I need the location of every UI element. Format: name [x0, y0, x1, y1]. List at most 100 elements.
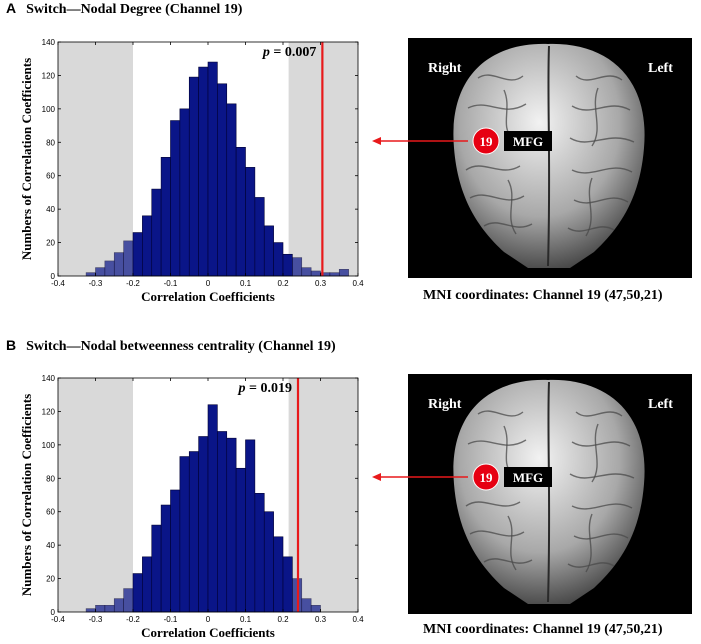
histogram-bar	[179, 456, 190, 613]
y-tick-label: 0	[51, 608, 56, 617]
histogram-bar	[254, 493, 265, 613]
histogram-bar	[226, 437, 237, 613]
y-tick-label: 60	[46, 172, 55, 181]
histogram-bar	[245, 167, 256, 277]
x-tick-label: 0.4	[352, 615, 364, 624]
region-label-bg-a	[504, 131, 552, 151]
x-tick-label: -0.2	[126, 615, 140, 624]
x-tick-label: 0.1	[240, 279, 252, 288]
histogram-bar	[310, 605, 321, 613]
panel-a-letter: A	[6, 0, 17, 16]
histogram-bar	[85, 272, 96, 277]
histogram-bar	[188, 451, 199, 613]
brain-gyrus	[569, 137, 635, 143]
histogram-bar	[170, 489, 181, 613]
histogram-bar	[235, 147, 246, 277]
right-label-a: Right	[428, 61, 462, 76]
brain-image-a: Right Left 19 MFG	[428, 43, 673, 269]
histogram-bar	[226, 103, 237, 277]
channel-number-b: 19	[480, 470, 494, 485]
histogram-bar	[95, 605, 106, 613]
histogram-bar	[282, 253, 293, 277]
brain-gyrus	[571, 167, 633, 174]
histogram-bar	[113, 252, 124, 277]
brain-rendering-a	[453, 43, 645, 269]
brain-panel-a: Right Left 19 MFG	[408, 38, 692, 278]
region-label-bg-b	[504, 467, 552, 487]
brain-gyrus	[467, 439, 527, 446]
histogram-bar	[263, 511, 274, 613]
brain-gyrus	[591, 87, 599, 147]
x-tick-label: -0.2	[126, 279, 140, 288]
x-tick-label: 0	[206, 615, 211, 624]
brain-gyrus	[469, 194, 525, 201]
brain-gyrus	[507, 515, 517, 571]
histogram-bar	[95, 267, 106, 277]
histogram-bar	[207, 61, 218, 277]
brain-gyrus	[507, 179, 517, 235]
y-tick-label: 140	[42, 374, 56, 383]
y-axis-label: Numbers of Correlation Coefficients	[19, 394, 34, 596]
p-symbol: p	[238, 381, 246, 396]
channel-marker-a	[472, 127, 500, 155]
p-value-text: = 0.007	[270, 45, 316, 60]
histogram-bar	[273, 536, 284, 613]
histogram-bar	[245, 439, 256, 613]
y-axis-label: Numbers of Correlation Coefficients	[19, 58, 34, 260]
channel-pointer-arrow-a	[372, 137, 468, 145]
p-symbol: p	[262, 45, 270, 60]
x-tick-label: -0.1	[164, 615, 178, 624]
y-tick-label: 80	[46, 474, 55, 483]
histogram-bar	[132, 573, 143, 613]
panel-b-letter: B	[6, 337, 17, 353]
y-tick-label: 40	[46, 205, 55, 214]
brain-gyrus	[567, 562, 615, 568]
histogram-bar	[142, 215, 153, 277]
histogram-bar	[292, 257, 303, 277]
x-tick-label: 0.1	[240, 615, 252, 624]
y-tick-label: 60	[46, 508, 55, 517]
histogram-nodal-betweenness: 0 20 40 60 80 100 120 140 -0.4 -0.3 -0.2 -0.1 0 0.1 0.…	[19, 374, 364, 640]
x-tick-label: 0.2	[277, 279, 289, 288]
histogram-bar	[273, 242, 284, 277]
histogram-bar	[151, 524, 162, 613]
x-tick-label: 0.2	[277, 615, 289, 624]
mni-caption-a: MNI coordinates: Channel 19 (47,50,21)	[423, 288, 663, 303]
y-tick-label: 20	[46, 239, 55, 248]
channel-marker-b	[472, 463, 500, 491]
brain-gyrus	[567, 226, 615, 232]
region-label-a: MFG	[513, 134, 543, 149]
brain-gyrus	[573, 533, 629, 540]
y-tick-label: 80	[46, 138, 55, 147]
histogram-bar	[338, 269, 349, 277]
histogram-bar	[235, 467, 246, 613]
brain-gyrus	[465, 165, 521, 171]
brain-panel-b: Right Left 19 MFG	[408, 374, 692, 614]
panel-a-title: Switch—Nodal Degree (Channel 19)	[26, 2, 243, 17]
histogram-bar	[217, 83, 228, 277]
y-tick-label: 120	[42, 71, 56, 80]
panel-a-heading: A Switch—Nodal Degree (Channel 19)	[6, 0, 242, 18]
x-axis-label: Correlation Coefficients	[141, 625, 275, 640]
brain-gyrus	[469, 530, 525, 537]
histogram-bar	[160, 504, 171, 613]
x-tick-label: -0.1	[164, 279, 178, 288]
brain-gyrus	[571, 503, 633, 510]
p-value-annotation: p = 0.019	[238, 381, 292, 396]
y-tick-label: 0	[51, 272, 56, 281]
histogram-bar	[104, 260, 115, 277]
histogram-bar	[310, 270, 321, 277]
histogram-bar	[113, 598, 124, 613]
brain-gyrus	[465, 501, 521, 507]
histogram-bar	[301, 267, 312, 277]
histogram-bar	[85, 608, 96, 613]
channel-number-a: 19	[480, 134, 494, 149]
histogram-bar	[198, 436, 209, 613]
brain-gyrus	[573, 197, 629, 204]
histogram-bar	[170, 120, 181, 277]
brain-rendering-b	[453, 379, 645, 604]
histogram-bar	[123, 240, 134, 277]
left-label-b: Left	[648, 397, 673, 412]
brain-gyrus	[483, 222, 533, 228]
y-tick-label: 100	[42, 441, 56, 450]
